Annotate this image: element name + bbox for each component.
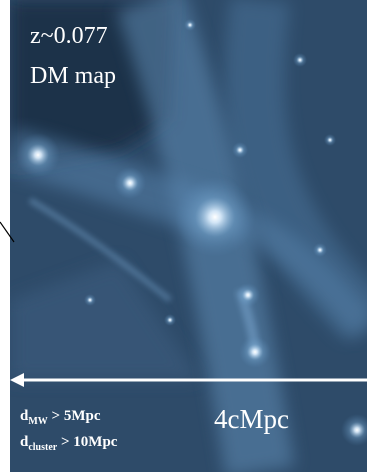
- condition-subscript: MW: [28, 416, 47, 427]
- map-label: DM map: [30, 63, 116, 89]
- condition-text: > 10Mpc: [57, 434, 118, 450]
- condition-subscript: cluster: [28, 442, 57, 453]
- scale-label: 4cMpc: [214, 404, 289, 434]
- redshift-label: z~0.077: [30, 23, 108, 49]
- dm-map-figure: z~0.077 DM map 4cMpc dMW > 5Mpc dcluster…: [0, 0, 367, 472]
- condition-text: > 5Mpc: [48, 408, 101, 424]
